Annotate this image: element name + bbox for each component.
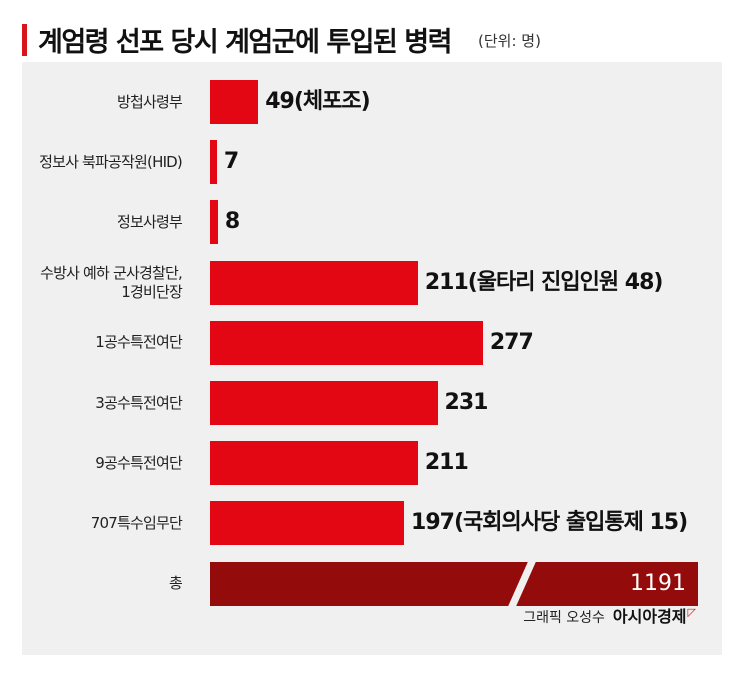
category-label: 정보사 북파공작원(HID): [39, 152, 183, 172]
total-value-label: 1191: [630, 570, 686, 596]
bar: [210, 140, 217, 185]
value-label: 211: [424, 450, 469, 476]
category-label-line: 1경비단장: [121, 282, 183, 301]
bar: [210, 441, 418, 486]
bar: [210, 381, 438, 425]
value-label: 197(국회의사당 출입통제 15): [411, 510, 688, 536]
category-label-line: 정보사령부: [116, 212, 183, 231]
bar: [210, 501, 405, 546]
category-label: 9공수특전여단: [95, 453, 183, 473]
unit-label: (단위: 명): [478, 32, 541, 50]
chart-title: 계엄령 선포 당시 계엄군에 투입된 병력: [38, 27, 452, 58]
category-label: 3공수특전여단: [95, 393, 183, 413]
bar: [210, 80, 259, 124]
chart-panel: 방첩사령부 49(체포조) 정보사 북파공작원(HID) 7 정보사령부 8 수방사 예하 …: [22, 62, 722, 655]
bar: [210, 260, 418, 305]
category-label: 수방사 예하 군사경찰단, 1경비단장: [40, 263, 183, 302]
value-label: 231: [444, 390, 489, 415]
category-label-line: 정보사 북파공작원(HID): [39, 152, 183, 171]
category-label: 707특수임무단: [90, 513, 183, 533]
value-label: 7: [223, 149, 239, 175]
graphic-credit: 그래픽 오성수: [523, 610, 605, 626]
category-label-line: 3공수특전여단: [95, 393, 183, 412]
category-label-line: 9공수특전여단: [95, 453, 183, 472]
brand-mark-icon: ◸: [687, 606, 696, 620]
publisher-brand: 아시아경제: [612, 607, 687, 626]
category-label: 방첩사령부: [116, 92, 183, 112]
bar: [210, 320, 483, 365]
title-accent-bar: [22, 24, 27, 56]
total-bar: [210, 561, 698, 606]
total-label: 총: [168, 573, 183, 592]
value-label: 211(울타리 진입인원 48): [424, 269, 664, 295]
category-label-line: 707특수임무단: [90, 513, 183, 532]
category-label-line: 1공수특전여단: [95, 333, 183, 352]
category-label-line: 방첩사령부: [116, 92, 183, 111]
value-label: 49(체포조): [265, 89, 370, 114]
value-label: 8: [224, 209, 240, 235]
category-label-line: 수방사 예하 군사경찰단,: [40, 263, 183, 282]
credit-line: 그래픽 오성수 아시아경제◸: [523, 603, 696, 627]
category-label: 정보사령부: [116, 212, 183, 232]
bar: [210, 200, 218, 245]
category-label: 1공수특전여단: [95, 333, 183, 352]
value-label: 277: [489, 329, 534, 355]
